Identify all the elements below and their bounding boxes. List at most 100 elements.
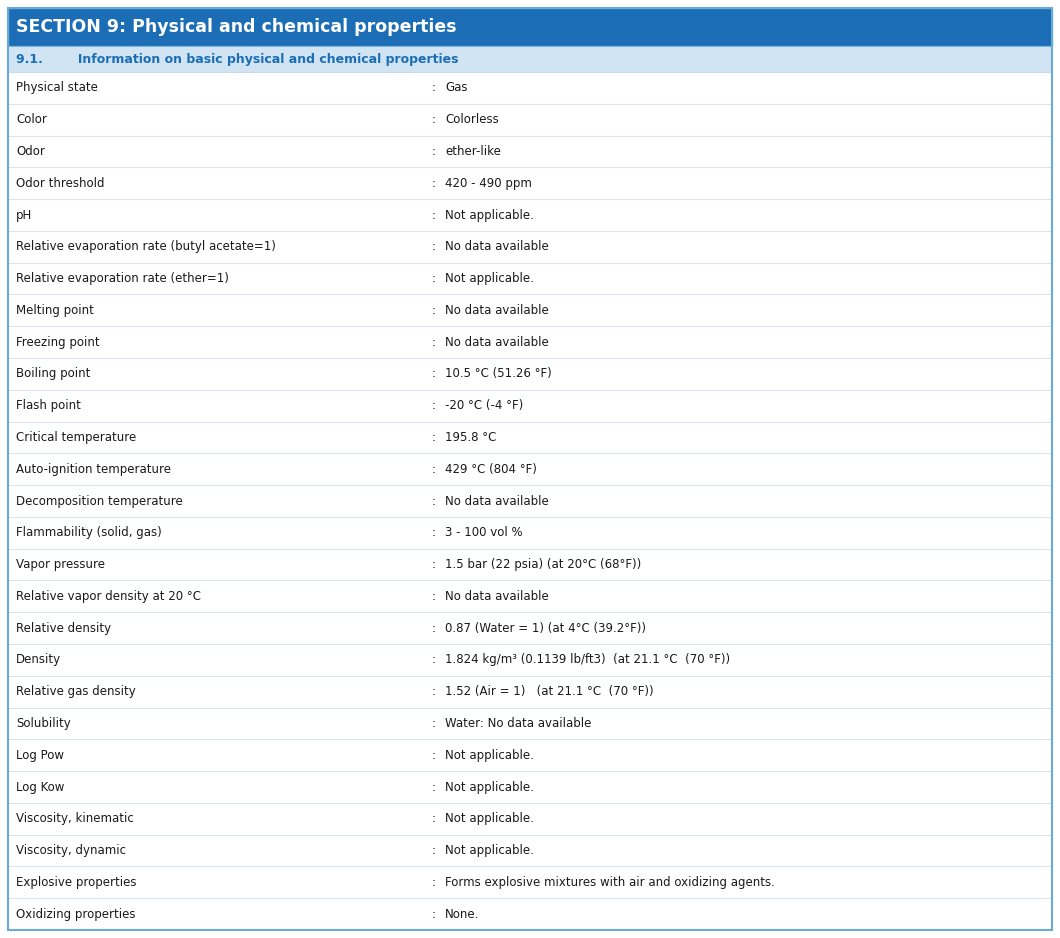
Text: :: : bbox=[431, 749, 436, 762]
Bar bbox=[8, 326, 1052, 358]
Text: Oxidizing properties: Oxidizing properties bbox=[16, 908, 136, 920]
Text: :: : bbox=[431, 908, 436, 920]
Text: :: : bbox=[431, 844, 436, 857]
Text: Odor threshold: Odor threshold bbox=[16, 176, 105, 189]
Text: :: : bbox=[431, 526, 436, 539]
Text: No data available: No data available bbox=[445, 240, 549, 253]
Text: 3 - 100 vol %: 3 - 100 vol % bbox=[445, 526, 523, 539]
Bar bbox=[8, 453, 1052, 485]
Text: :: : bbox=[431, 622, 436, 635]
Text: Flash point: Flash point bbox=[16, 400, 81, 412]
Text: :: : bbox=[431, 685, 436, 698]
Bar bbox=[8, 199, 1052, 231]
Text: Boiling point: Boiling point bbox=[16, 368, 90, 381]
Text: No data available: No data available bbox=[445, 336, 549, 349]
Text: Freezing point: Freezing point bbox=[16, 336, 100, 349]
Text: No data available: No data available bbox=[445, 494, 549, 507]
Text: Density: Density bbox=[16, 654, 61, 666]
Bar bbox=[8, 390, 1052, 421]
Bar bbox=[8, 549, 1052, 581]
Bar bbox=[8, 581, 1052, 613]
Bar bbox=[8, 167, 1052, 199]
Bar bbox=[8, 8, 1052, 46]
Text: :: : bbox=[431, 240, 436, 253]
Text: Odor: Odor bbox=[16, 145, 45, 158]
Text: :: : bbox=[431, 812, 436, 825]
Bar bbox=[8, 263, 1052, 295]
Text: pH: pH bbox=[16, 208, 32, 221]
Text: Explosive properties: Explosive properties bbox=[16, 876, 137, 889]
Text: Auto-ignition temperature: Auto-ignition temperature bbox=[16, 462, 171, 476]
Text: :: : bbox=[431, 717, 436, 730]
Text: None.: None. bbox=[445, 908, 479, 920]
Text: :: : bbox=[431, 654, 436, 666]
Text: Melting point: Melting point bbox=[16, 304, 94, 317]
Text: :: : bbox=[431, 336, 436, 349]
Bar bbox=[8, 485, 1052, 517]
Text: Forms explosive mixtures with air and oxidizing agents.: Forms explosive mixtures with air and ox… bbox=[445, 876, 775, 889]
Bar bbox=[8, 867, 1052, 899]
Text: No data available: No data available bbox=[445, 590, 549, 603]
Bar bbox=[8, 517, 1052, 549]
Text: Decomposition temperature: Decomposition temperature bbox=[16, 494, 182, 507]
Text: :: : bbox=[431, 368, 436, 381]
Text: 9.1.        Information on basic physical and chemical properties: 9.1. Information on basic physical and c… bbox=[16, 53, 459, 66]
Text: Not applicable.: Not applicable. bbox=[445, 780, 534, 794]
Text: Relative vapor density at 20 °C: Relative vapor density at 20 °C bbox=[16, 590, 201, 603]
Text: Water: No data available: Water: No data available bbox=[445, 717, 591, 730]
Bar bbox=[8, 104, 1052, 136]
Bar bbox=[8, 803, 1052, 835]
Text: 429 °C (804 °F): 429 °C (804 °F) bbox=[445, 462, 537, 476]
Text: Relative evaporation rate (ether=1): Relative evaporation rate (ether=1) bbox=[16, 272, 229, 285]
Text: :: : bbox=[431, 494, 436, 507]
Bar bbox=[8, 72, 1052, 104]
Text: Not applicable.: Not applicable. bbox=[445, 272, 534, 285]
Text: Log Pow: Log Pow bbox=[16, 749, 64, 762]
Bar bbox=[8, 358, 1052, 390]
Text: :: : bbox=[431, 304, 436, 317]
Text: Relative evaporation rate (butyl acetate=1): Relative evaporation rate (butyl acetate… bbox=[16, 240, 276, 253]
Bar bbox=[8, 644, 1052, 675]
Text: 1.5 bar (22 psia) (at 20°C (68°F)): 1.5 bar (22 psia) (at 20°C (68°F)) bbox=[445, 558, 641, 571]
Text: Vapor pressure: Vapor pressure bbox=[16, 558, 105, 571]
Bar bbox=[8, 613, 1052, 644]
Text: :: : bbox=[431, 400, 436, 412]
Text: Flammability (solid, gas): Flammability (solid, gas) bbox=[16, 526, 162, 539]
Bar bbox=[8, 835, 1052, 867]
Text: 420 - 490 ppm: 420 - 490 ppm bbox=[445, 176, 532, 189]
Text: 10.5 °C (51.26 °F): 10.5 °C (51.26 °F) bbox=[445, 368, 552, 381]
Text: Not applicable.: Not applicable. bbox=[445, 812, 534, 825]
Text: :: : bbox=[431, 462, 436, 476]
Text: :: : bbox=[431, 558, 436, 571]
Text: :: : bbox=[431, 145, 436, 158]
Bar bbox=[8, 295, 1052, 326]
Bar bbox=[8, 136, 1052, 167]
Text: Not applicable.: Not applicable. bbox=[445, 208, 534, 221]
Text: -20 °C (-4 °F): -20 °C (-4 °F) bbox=[445, 400, 524, 412]
Bar bbox=[8, 675, 1052, 707]
Text: ether-like: ether-like bbox=[445, 145, 501, 158]
Text: Not applicable.: Not applicable. bbox=[445, 749, 534, 762]
Bar bbox=[8, 231, 1052, 263]
Bar bbox=[8, 899, 1052, 930]
Text: Solubility: Solubility bbox=[16, 717, 71, 730]
Text: Relative density: Relative density bbox=[16, 622, 111, 635]
Text: :: : bbox=[431, 431, 436, 444]
Text: :: : bbox=[431, 272, 436, 285]
Bar bbox=[8, 771, 1052, 803]
Text: Colorless: Colorless bbox=[445, 113, 499, 127]
Text: SECTION 9: Physical and chemical properties: SECTION 9: Physical and chemical propert… bbox=[16, 18, 457, 36]
Text: 1.52 (Air = 1)   (at 21.1 °C  (70 °F)): 1.52 (Air = 1) (at 21.1 °C (70 °F)) bbox=[445, 685, 654, 698]
Bar bbox=[8, 739, 1052, 771]
Text: Color: Color bbox=[16, 113, 47, 127]
Text: 1.824 kg/m³ (0.1139 lb/ft3)  (at 21.1 °C  (70 °F)): 1.824 kg/m³ (0.1139 lb/ft3) (at 21.1 °C … bbox=[445, 654, 730, 666]
Text: :: : bbox=[431, 876, 436, 889]
Text: :: : bbox=[431, 176, 436, 189]
Text: Not applicable.: Not applicable. bbox=[445, 844, 534, 857]
Text: Viscosity, dynamic: Viscosity, dynamic bbox=[16, 844, 126, 857]
Bar bbox=[8, 421, 1052, 453]
Text: :: : bbox=[431, 590, 436, 603]
Text: :: : bbox=[431, 82, 436, 95]
Text: Physical state: Physical state bbox=[16, 82, 98, 95]
Text: No data available: No data available bbox=[445, 304, 549, 317]
